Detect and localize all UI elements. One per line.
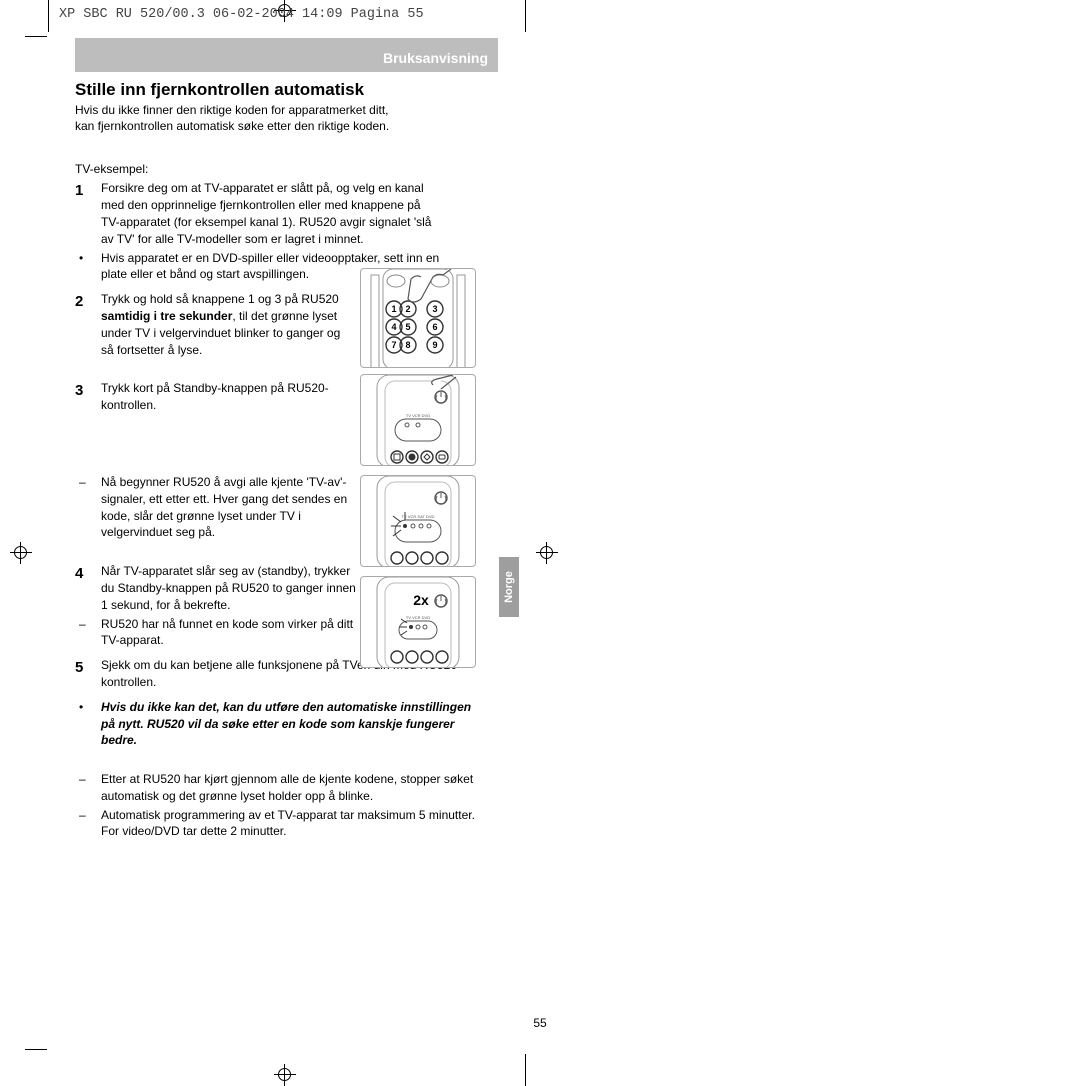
svg-text:4: 4 — [391, 322, 396, 332]
registration-mark — [536, 542, 558, 564]
svg-text:6: 6 — [432, 322, 437, 332]
page-number: 55 — [0, 1016, 1080, 1030]
step-number: 3 — [75, 380, 101, 414]
diagram-keypad: 12 3 45 6 78 9 — [360, 268, 476, 368]
step-text: Trykk og hold så knappene 1 og 3 på RU52… — [101, 291, 356, 358]
svg-text:5: 5 — [405, 322, 410, 332]
dash-icon: – — [75, 807, 101, 841]
banner-title: Bruksanvisning — [383, 50, 488, 66]
crop-mark — [525, 0, 526, 32]
step-5-dash-1: – Etter at RU520 har kjørt gjennom alle … — [75, 771, 475, 805]
page-header: XP SBC RU 520/00.3 06-02-2004 14:09 Pagi… — [59, 7, 424, 22]
step-text: Hvis du ikke kan det, kan du utføre den … — [101, 699, 475, 749]
crop-mark — [25, 36, 47, 37]
text-bold-italic: Hvis du ikke kan det, kan du utføre den … — [101, 700, 471, 748]
svg-text:3: 3 — [432, 304, 437, 314]
dash-icon: – — [75, 474, 101, 541]
intro-line: kan fjernkontrollen automatisk søke ette… — [75, 119, 389, 133]
svg-text:TV VCR DVD: TV VCR DVD — [406, 413, 430, 418]
svg-text:TV VCR DVD: TV VCR DVD — [406, 615, 430, 620]
diagram-confirm: 2x TV VCR DVD — [360, 576, 476, 668]
diagram-2x-label: 2x — [413, 592, 429, 608]
step-5-dash-2: – Automatisk programmering av et TV-appa… — [75, 807, 475, 841]
diagram-standby: TV VCR DVD — [360, 374, 476, 466]
step-text: Trykk kort på Standby-knappen på RU520-k… — [101, 380, 356, 414]
crop-mark — [525, 1054, 526, 1086]
step-text: RU520 har nå funnet en kode som virker p… — [101, 616, 356, 650]
svg-text:9: 9 — [432, 340, 437, 350]
svg-text:1: 1 — [391, 304, 396, 314]
svg-text:2: 2 — [405, 304, 410, 314]
dash-icon: – — [75, 771, 101, 805]
language-tab: Norge — [499, 557, 519, 617]
step-1: 1 Forsikre deg om at TV-apparatet er slå… — [75, 180, 475, 247]
registration-mark — [10, 542, 32, 564]
step-text: Etter at RU520 har kjørt gjennom alle de… — [101, 771, 475, 805]
text-span: Trykk og hold så knappene 1 og 3 på RU52… — [101, 292, 339, 306]
language-tab-label: Norge — [503, 571, 515, 603]
section-banner: Bruksanvisning — [75, 38, 498, 72]
step-text: Når TV-apparatet slår seg av (standby), … — [101, 563, 356, 613]
bullet-icon: • — [75, 250, 101, 284]
dash-icon: – — [75, 616, 101, 650]
crop-mark — [48, 0, 49, 32]
step-text: Automatisk programmering av et TV-appara… — [101, 807, 475, 841]
step-number: 1 — [75, 180, 101, 247]
bullet-icon: • — [75, 699, 101, 749]
example-label: TV-eksempel: — [75, 162, 475, 176]
text-bold: samtidig i tre sekunder — [101, 309, 232, 323]
step-number: 5 — [75, 657, 101, 691]
crop-mark — [25, 1049, 47, 1050]
svg-text:7: 7 — [391, 340, 396, 350]
registration-mark — [274, 1064, 296, 1086]
intro-line: Hvis du ikke finner den riktige koden fo… — [75, 103, 389, 117]
step-number: 4 — [75, 563, 101, 613]
svg-text:TV VCR SAT DVD: TV VCR SAT DVD — [402, 514, 435, 519]
step-number: 2 — [75, 291, 101, 358]
page-title: Stille inn fjernkontrollen automatisk — [75, 80, 475, 100]
svg-text:8: 8 — [405, 340, 410, 350]
step-5-bullet: • Hvis du ikke kan det, kan du utføre de… — [75, 699, 475, 749]
diagram-signals: TV VCR SAT DVD — [360, 475, 476, 567]
intro-text: Hvis du ikke finner den riktige koden fo… — [75, 102, 475, 134]
step-text: Forsikre deg om at TV-apparatet er slått… — [101, 180, 441, 247]
step-text: Nå begynner RU520 å avgi alle kjente 'TV… — [101, 474, 356, 541]
